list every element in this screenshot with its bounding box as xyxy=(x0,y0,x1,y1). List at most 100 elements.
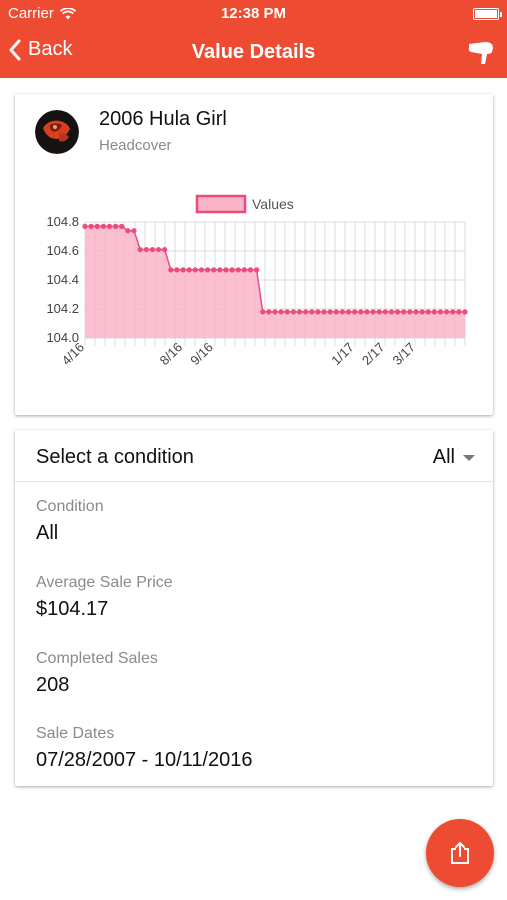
item-avatar xyxy=(35,110,79,154)
carrier-group: Carrier xyxy=(8,5,76,22)
chart-point xyxy=(376,309,382,315)
chart-point xyxy=(149,246,156,253)
chart-point xyxy=(315,309,321,315)
chart-point xyxy=(266,309,272,315)
chart-point xyxy=(211,267,217,273)
field-value: All xyxy=(36,522,59,544)
condition-dropdown-value: All xyxy=(432,446,455,468)
chart-point xyxy=(303,309,309,315)
share-button[interactable] xyxy=(426,819,494,887)
chart-point xyxy=(401,309,407,315)
chart-point xyxy=(431,309,437,315)
chart-point xyxy=(437,309,444,315)
chart-point xyxy=(278,309,284,315)
share-icon xyxy=(451,842,469,864)
carrier-label: Carrier xyxy=(8,5,54,22)
x-tick-label: 8/16 xyxy=(157,340,186,369)
y-tick-label: 104.8 xyxy=(46,214,79,229)
chart-point xyxy=(162,246,168,253)
chart-point xyxy=(456,309,462,315)
chart-point xyxy=(358,309,364,315)
chart-point xyxy=(370,309,376,315)
completed-sales-field: Completed Sales 208 xyxy=(36,650,158,697)
chart-point xyxy=(327,309,333,315)
chart-point xyxy=(192,267,198,273)
item-card: 2006 Hula Girl Headcover 104.8 104.6 104.4… xyxy=(15,94,493,415)
chart-legend: Values xyxy=(195,194,294,214)
values-area xyxy=(85,226,465,338)
chart-point xyxy=(113,223,119,229)
page-title: Value Details xyxy=(191,41,316,63)
select-condition-label: Select a condition xyxy=(36,446,194,468)
chart-point xyxy=(388,309,395,315)
field-label: Average Sale Price xyxy=(36,574,173,591)
item-name: 2006 Hula Girl xyxy=(99,108,227,130)
item-type: Headcover xyxy=(99,137,172,154)
chart-point xyxy=(229,267,235,273)
chart-point xyxy=(186,267,192,273)
chart-point xyxy=(260,309,266,315)
chart-point xyxy=(444,309,450,315)
headcover-thumbnail xyxy=(35,110,79,154)
chart-point xyxy=(407,309,413,315)
sale-dates-field: Sale Dates 07/28/2007 - 10/11/2016 xyxy=(36,725,252,772)
chart-point xyxy=(217,267,223,273)
x-tick-label: 2/17 xyxy=(359,340,388,369)
chart-point xyxy=(82,223,88,229)
average-price-field: Average Sale Price $104.17 xyxy=(36,574,173,621)
chart-point xyxy=(94,223,100,229)
chart-point xyxy=(119,223,125,229)
chart-point xyxy=(413,309,419,315)
chart-point xyxy=(290,309,296,315)
chevron-left-icon xyxy=(9,39,21,60)
chart-point xyxy=(345,309,352,315)
chart-point xyxy=(137,246,143,253)
y-tick-label: 104.4 xyxy=(46,272,79,287)
chart-point xyxy=(333,309,339,315)
condition-header: Select a condition All xyxy=(15,430,493,482)
condition-card: Select a condition All Condition All Ave… xyxy=(15,430,493,786)
condition-field: Condition All xyxy=(36,498,104,545)
chart-point xyxy=(309,309,315,315)
y-tick-label: 104.6 xyxy=(46,243,79,258)
chart-point xyxy=(106,223,113,229)
chart-point xyxy=(364,309,370,315)
x-tick-label: 3/17 xyxy=(390,340,419,369)
chart-point xyxy=(88,223,94,229)
battery-icon xyxy=(473,8,502,20)
chart-point xyxy=(419,309,425,315)
golf-club-icon[interactable] xyxy=(467,40,495,66)
x-tick-label: 1/17 xyxy=(328,340,357,369)
status-bar: Carrier 12:38 PM xyxy=(0,0,507,28)
back-label: Back xyxy=(28,38,73,60)
field-label: Condition xyxy=(36,498,104,515)
chart-point xyxy=(247,267,254,273)
value-chart: 104.8 104.6 104.4 104.2 104.0 4/16 8/16 9/16 1/… xyxy=(15,189,493,404)
chart-point xyxy=(296,309,303,315)
legend-label: Values xyxy=(252,196,294,212)
chart-point xyxy=(339,309,346,315)
y-tick-label: 104.0 xyxy=(46,330,79,345)
condition-dropdown[interactable]: All xyxy=(433,446,475,469)
x-tick-label: 9/16 xyxy=(187,340,216,369)
field-label: Completed Sales xyxy=(36,650,158,667)
chart-point xyxy=(204,267,211,273)
chart-point xyxy=(394,309,401,315)
back-button[interactable]: Back xyxy=(8,38,72,61)
chart-point xyxy=(241,267,247,273)
nav-bar: Back Value Details xyxy=(0,28,507,78)
chart-point xyxy=(168,267,174,273)
chart-point xyxy=(321,309,327,315)
chart-point xyxy=(272,309,278,315)
chart-point xyxy=(382,309,388,315)
chart-point xyxy=(284,309,290,315)
field-value: 208 xyxy=(36,674,70,696)
chart-point xyxy=(174,267,180,273)
chart-point xyxy=(180,267,186,273)
legend-swatch xyxy=(195,194,247,214)
chart-point xyxy=(425,309,431,315)
chart-point xyxy=(352,309,358,315)
caret-down-icon xyxy=(463,454,475,461)
field-label: Sale Dates xyxy=(36,725,115,742)
